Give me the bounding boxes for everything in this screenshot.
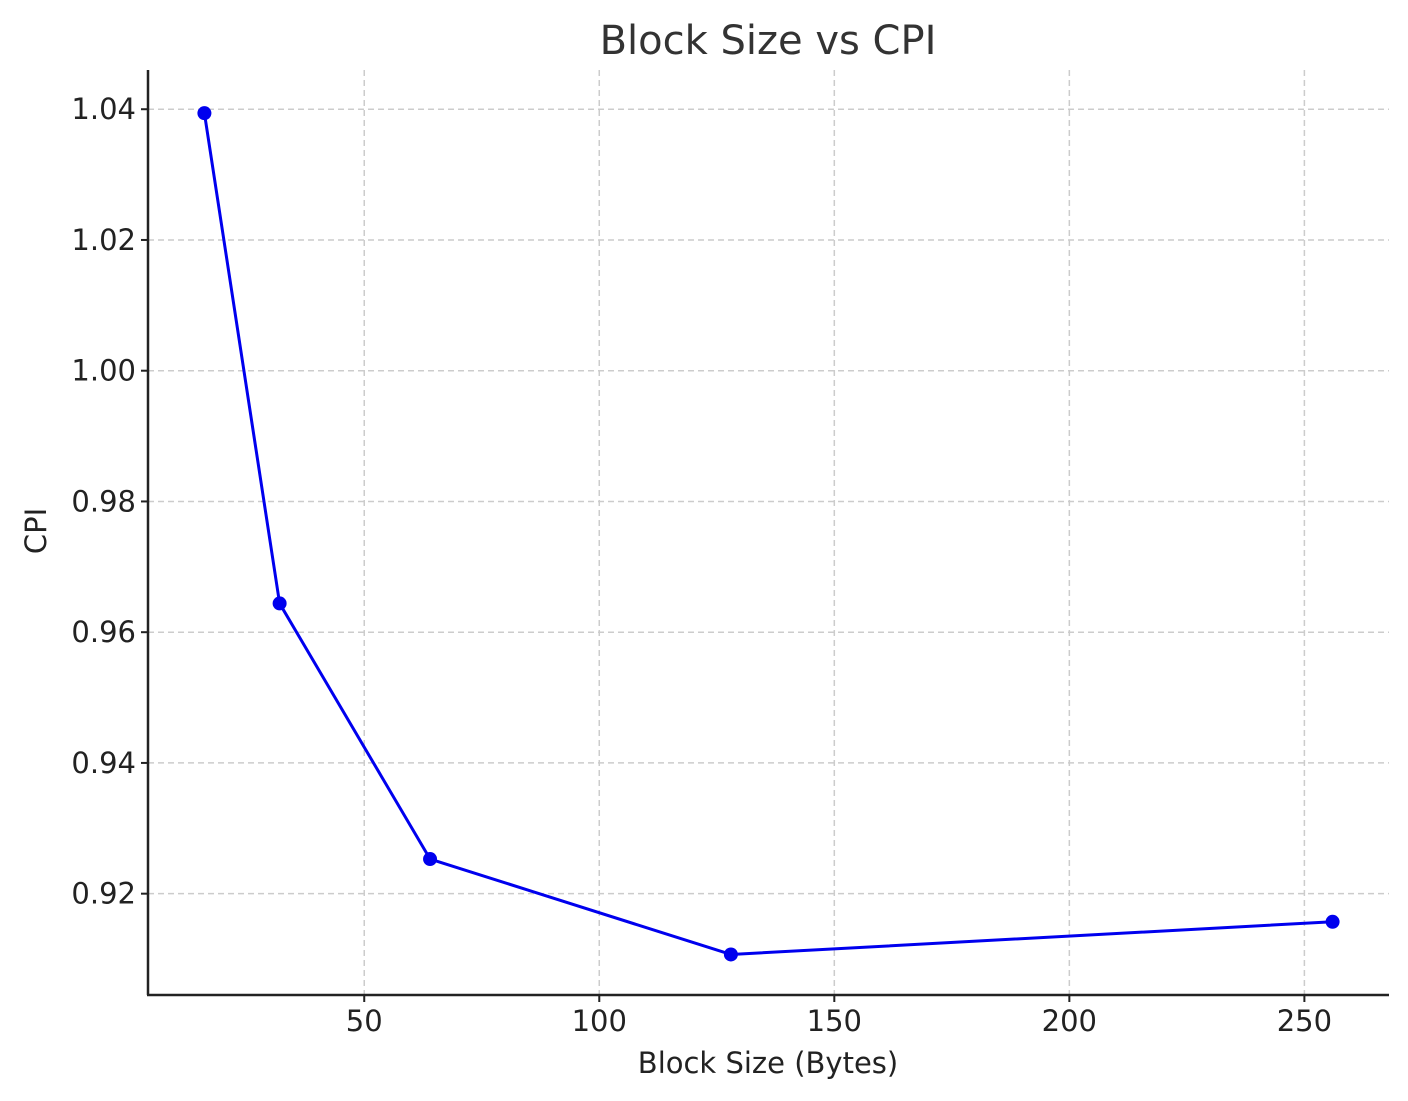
data-point	[423, 852, 438, 867]
x-tick-label: 50	[346, 1004, 383, 1038]
x-tick-label: 150	[807, 1004, 862, 1038]
y-tick-label: 0.98	[71, 484, 136, 518]
y-tick-label: 0.92	[71, 877, 136, 911]
ticks: 50 100 150 200 250 0.92 0.94 0.96 0.98 1.00 1.02 1.…	[71, 92, 1332, 1038]
y-axis-label: CPI	[19, 508, 53, 554]
chart-title: Block Size vs CPI	[600, 18, 937, 64]
y-tick-label: 1.04	[71, 92, 136, 126]
y-tick-label: 1.00	[71, 354, 136, 388]
data-point	[1325, 914, 1340, 929]
y-tick-label: 0.94	[71, 746, 136, 780]
axes	[146, 70, 1389, 997]
x-axis-label: Block Size (Bytes)	[638, 1046, 898, 1080]
grid	[148, 70, 1389, 995]
x-tick-label: 250	[1277, 1004, 1332, 1038]
data-point	[723, 947, 738, 962]
y-tick-label: 1.02	[71, 223, 136, 257]
x-tick-label: 200	[1042, 1004, 1097, 1038]
series	[197, 106, 1340, 962]
y-tick-label: 0.96	[71, 615, 136, 649]
x-tick-label: 100	[572, 1004, 627, 1038]
data-point	[197, 106, 212, 121]
data-point	[272, 596, 287, 611]
